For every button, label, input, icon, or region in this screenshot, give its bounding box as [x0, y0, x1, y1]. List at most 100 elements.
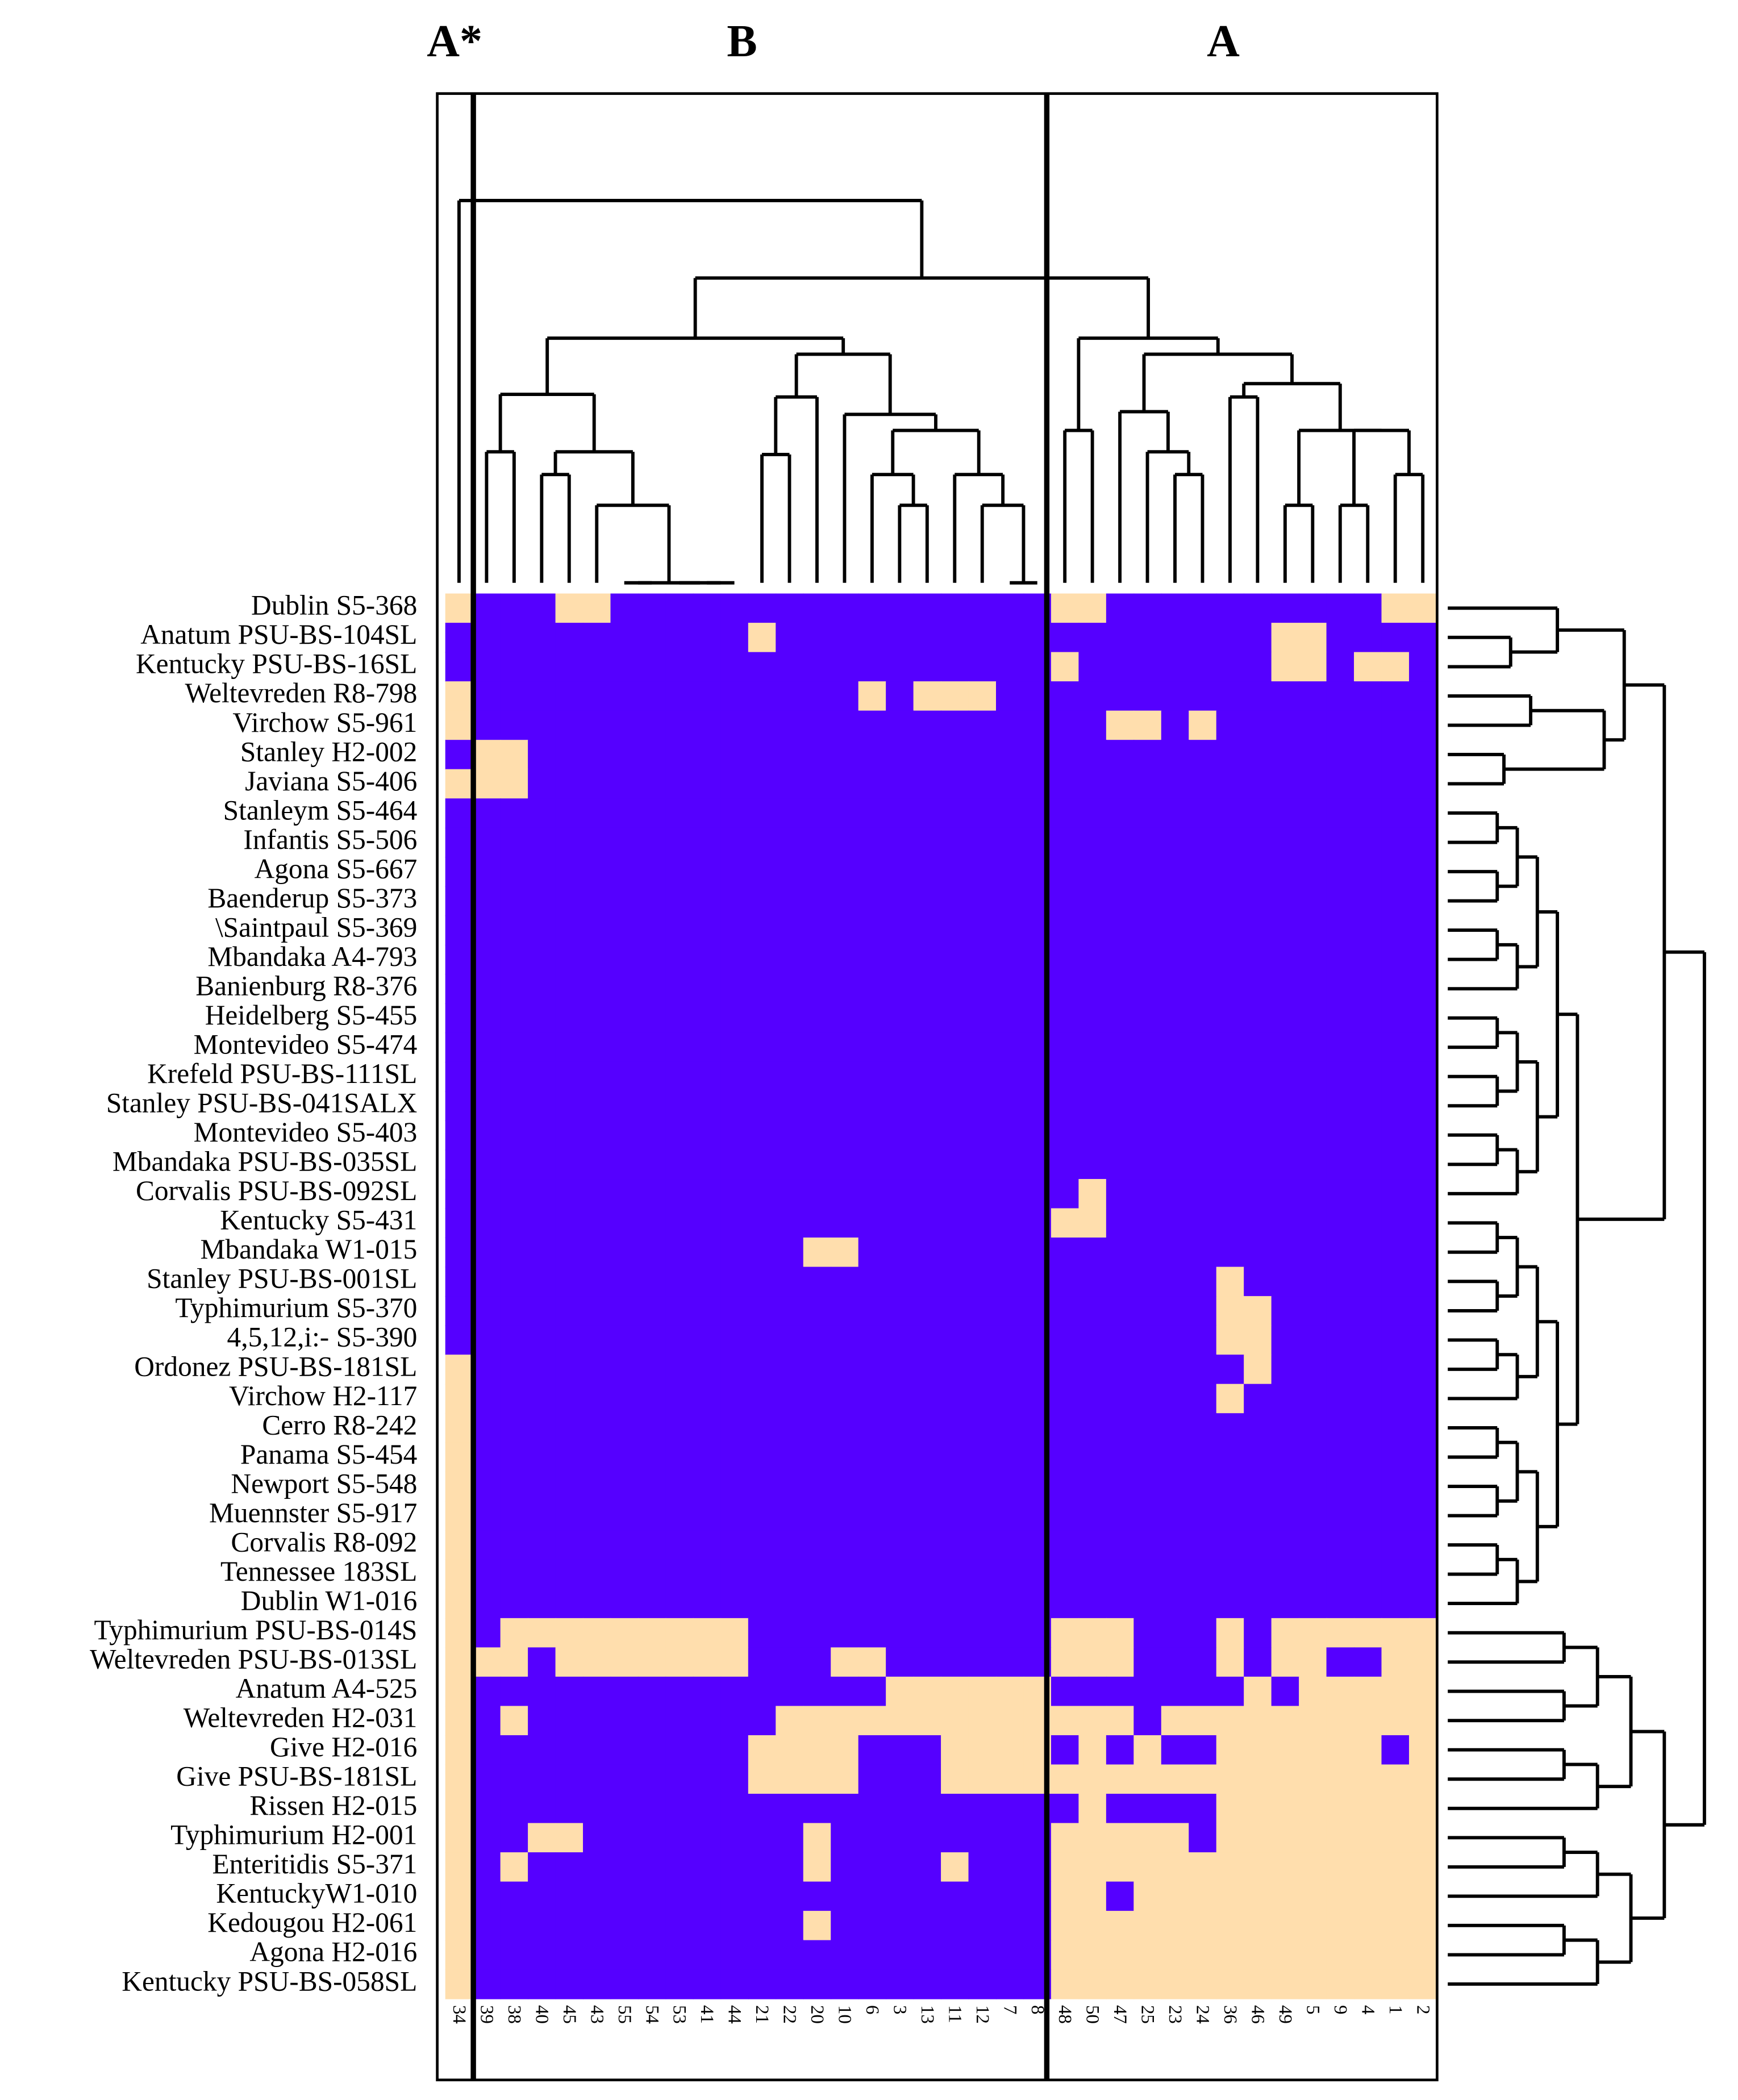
heatmap-cell — [1216, 1530, 1245, 1560]
heatmap-cell — [776, 1706, 804, 1736]
heatmap-cell — [858, 740, 887, 770]
heatmap-cell — [968, 1238, 997, 1268]
heatmap-cell — [1161, 652, 1190, 682]
heatmap-cell — [996, 1589, 1024, 1619]
heatmap-cell — [831, 1969, 859, 1999]
heatmap-cell — [473, 1149, 501, 1180]
heatmap-cell — [1244, 798, 1272, 828]
heatmap-cell — [1408, 1032, 1437, 1062]
heatmap-cell — [1326, 1647, 1354, 1677]
heatmap-cell — [1381, 1618, 1410, 1648]
heatmap-cell — [886, 1940, 914, 1970]
heatmap-cell — [1133, 1823, 1162, 1853]
heatmap-cell — [720, 1794, 749, 1824]
heatmap-cell — [1299, 1442, 1327, 1473]
heatmap-cell — [1381, 740, 1410, 770]
heatmap-cell — [1078, 1179, 1107, 1209]
heatmap-cell — [583, 1823, 611, 1853]
heatmap-cell — [583, 652, 611, 682]
heatmap-cell — [831, 1764, 859, 1794]
heatmap-cell — [555, 681, 583, 711]
heatmap-cell — [637, 1911, 666, 1941]
heatmap-cell — [1354, 681, 1382, 711]
heatmap-cell — [1051, 710, 1080, 741]
heatmap-cell — [473, 915, 501, 945]
heatmap-cell — [1408, 1794, 1437, 1824]
heatmap-cell — [858, 1208, 887, 1239]
heatmap-cell — [941, 623, 969, 653]
heatmap-cell — [637, 827, 666, 858]
heatmap-cell — [803, 1706, 832, 1736]
heatmap-cell — [1161, 1472, 1190, 1502]
heatmap-cell — [1216, 1413, 1245, 1443]
heatmap-cell — [720, 710, 749, 741]
heatmap-cell — [693, 1238, 722, 1268]
heatmap-cell — [941, 798, 969, 828]
heatmap-cell — [555, 1735, 583, 1765]
heatmap-cell — [1271, 1032, 1300, 1062]
heatmap-cell — [637, 1355, 666, 1385]
heatmap-cell — [1408, 1881, 1437, 1912]
heatmap-cell — [1244, 1325, 1272, 1356]
heatmap-cell — [1189, 681, 1217, 711]
column-label: 50 — [1082, 2005, 1103, 2024]
heatmap-cell — [1078, 857, 1107, 887]
heatmap-cell — [1051, 1530, 1080, 1560]
heatmap-cell — [693, 944, 722, 975]
heatmap-cell — [886, 1120, 914, 1151]
heatmap-cell — [583, 1706, 611, 1736]
heatmap-cell — [500, 1296, 529, 1326]
heatmap-cell — [1381, 1384, 1410, 1414]
heatmap-cell — [1381, 1940, 1410, 1970]
heatmap-cell — [528, 1940, 556, 1970]
heatmap-cell — [1189, 1706, 1217, 1736]
heatmap-cell — [776, 1823, 804, 1853]
heatmap-cell — [1326, 1384, 1354, 1414]
heatmap-cell — [555, 1149, 583, 1180]
heatmap-cell — [913, 1413, 942, 1443]
heatmap-cell — [665, 1940, 694, 1970]
heatmap-cell — [1271, 1794, 1300, 1824]
heatmap-cell — [886, 623, 914, 653]
heatmap-cell — [555, 1413, 583, 1443]
heatmap-cell — [1189, 1296, 1217, 1326]
heatmap-cell — [665, 1061, 694, 1092]
heatmap-cell — [1216, 1384, 1245, 1414]
heatmap-cell — [748, 1676, 777, 1707]
column-label: 55 — [614, 2005, 635, 2024]
heatmap-cell — [831, 974, 859, 1004]
heatmap-cell — [913, 974, 942, 1004]
heatmap-cell — [1051, 1647, 1080, 1677]
heatmap-cell — [886, 1266, 914, 1297]
heatmap-cell — [1161, 1589, 1190, 1619]
heatmap-cell — [1299, 1032, 1327, 1062]
heatmap-cell — [1106, 1559, 1135, 1590]
heatmap-cell — [610, 1384, 639, 1414]
heatmap-cell — [1326, 769, 1354, 799]
heatmap-cell — [831, 1735, 859, 1765]
heatmap-cell — [693, 710, 722, 741]
heatmap-cell — [555, 1003, 583, 1034]
heatmap-cell — [968, 1706, 997, 1736]
heatmap-cell — [886, 857, 914, 887]
heatmap-cell — [445, 769, 474, 799]
heatmap-cell — [1354, 1794, 1382, 1824]
heatmap-cell — [803, 1061, 832, 1092]
heatmap-cell — [1271, 857, 1300, 887]
row-label: Kentucky PSU-BS-058SL — [122, 1965, 417, 1997]
heatmap-cell — [445, 1794, 474, 1824]
heatmap-cell — [637, 769, 666, 799]
heatmap-cell — [1106, 1911, 1135, 1941]
heatmap-cell — [610, 1413, 639, 1443]
heatmap-cell — [748, 1355, 777, 1385]
heatmap-cell — [693, 827, 722, 858]
heatmap-cell — [1354, 1238, 1382, 1268]
heatmap-cell — [583, 1764, 611, 1794]
heatmap-cell — [665, 1618, 694, 1648]
heatmap-cell — [831, 1003, 859, 1034]
heatmap-cell — [1326, 740, 1354, 770]
heatmap-cell — [1326, 710, 1354, 741]
heatmap-cell — [500, 681, 529, 711]
heatmap-cell — [941, 681, 969, 711]
heatmap-cell — [555, 593, 583, 624]
